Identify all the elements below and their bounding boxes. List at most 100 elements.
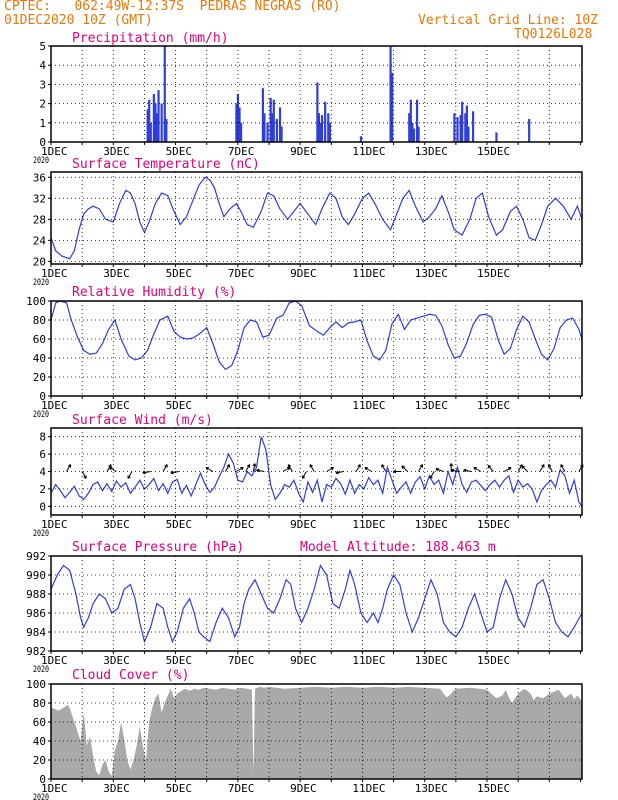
y-tick-label: 0 [39, 773, 46, 786]
precip-bar [235, 103, 238, 142]
precip-bar [459, 115, 462, 142]
precip-bar [453, 113, 456, 142]
wind-arrow [81, 471, 87, 479]
precip-bar [389, 46, 392, 142]
wind-arrow [162, 464, 168, 472]
x-tick-label: 11DEC [352, 145, 385, 158]
precip-bar [160, 103, 163, 142]
x-tick-label: 15DEC [477, 654, 510, 667]
y-tick-label: 36 [33, 171, 46, 184]
precip-bar [152, 94, 155, 142]
y-tick-label: 100 [26, 678, 46, 691]
wind-arrow [252, 463, 257, 472]
x-tick-label: 9DEC [290, 654, 317, 667]
wind-arrow [256, 468, 265, 473]
panel-6-title: Cloud Cover (%) [72, 668, 189, 683]
y-tick-label: 20 [33, 255, 46, 268]
x-tick-label: 9DEC [290, 399, 317, 412]
wind-arrow [127, 471, 133, 479]
x-tick-label: 15DEC [477, 782, 510, 795]
x-tick-year-fragment: 2020 [33, 529, 49, 539]
panel-5-frame [50, 555, 583, 652]
y-tick-label: 80 [33, 314, 46, 327]
y-tick-label: 20 [33, 754, 46, 767]
precip-bar [275, 118, 278, 142]
precip-bar [359, 136, 363, 142]
x-tick-label: 11DEC [352, 267, 385, 280]
series-line [50, 436, 583, 507]
panel-6-frame [50, 683, 583, 780]
x-tick-label: 7DEC [228, 399, 255, 412]
y-tick-label: 24 [33, 234, 47, 247]
header-model-code: TQ0126L028 [514, 27, 593, 42]
wind-arrow [578, 464, 584, 472]
precip-bar [471, 111, 475, 142]
x-tick-label: 15DEC [477, 267, 510, 280]
y-tick-label: 28 [33, 213, 46, 226]
wind-arrow [236, 467, 244, 472]
x-tick-label: 1DEC [41, 654, 68, 667]
y-tick-label: 3 [39, 78, 46, 91]
x-tick-label: 7DEC [228, 518, 255, 531]
precip-bar [280, 126, 283, 142]
x-tick-label: 7DEC [228, 782, 255, 795]
x-tick-label: 15DEC [477, 518, 510, 531]
wind-arrow [142, 470, 151, 475]
y-tick-label: 60 [33, 333, 46, 346]
panel-2-frame [50, 171, 583, 265]
wind-arrow [326, 467, 334, 472]
precip-bar [415, 99, 419, 142]
x-tick-label: 11DEC [352, 782, 385, 795]
precip-bar [456, 117, 459, 142]
x-tick-label: 3DEC [103, 399, 129, 412]
precip-bar [165, 118, 168, 142]
wind-arrow [245, 464, 251, 472]
x-tick-label: 3DEC [103, 267, 129, 280]
y-tick-label: 60 [33, 716, 46, 729]
x-tick-label: 15DEC [477, 399, 510, 412]
panel-4-title: Surface Wind (m/s) [72, 413, 213, 428]
header-grid-line-note: Vertical Grid Line: 10Z [418, 13, 599, 28]
wind-arrow [393, 469, 402, 474]
y-tick-label: 0 [39, 390, 46, 403]
x-tick-label: 3DEC [103, 654, 129, 667]
y-tick-label: 5 [39, 40, 46, 53]
y-tick-label: 984 [26, 626, 46, 639]
precip-bar [278, 107, 282, 142]
y-tick-label: 2 [39, 98, 46, 111]
x-tick-year-fragment: 2020 [33, 793, 49, 800]
x-tick-label: 5DEC [166, 782, 193, 795]
x-tick-label: 1DEC [41, 267, 68, 280]
panel-3-frame [50, 300, 583, 397]
x-tick-label: 5DEC [166, 654, 193, 667]
x-tick-label: 11DEC [352, 518, 385, 531]
precip-bar [391, 72, 394, 142]
cloud-cover-area [51, 686, 582, 779]
x-tick-label: 5DEC [166, 399, 193, 412]
x-tick-label: 7DEC [228, 145, 255, 158]
y-tick-label: 8 [39, 431, 46, 444]
series-line [50, 564, 583, 644]
wind-arrow [560, 464, 566, 472]
precip-bar [319, 122, 322, 142]
x-tick-label: 13DEC [415, 518, 448, 531]
y-tick-label: 0 [39, 136, 46, 149]
wind-arrow [381, 464, 387, 472]
y-tick-label: 988 [26, 588, 46, 601]
y-tick-label: 80 [33, 697, 46, 710]
x-tick-label: 5DEC [166, 145, 193, 158]
wind-arrow [335, 470, 344, 475]
y-tick-label: 100 [26, 295, 46, 308]
wind-arrow [205, 467, 214, 472]
precip-bar [324, 101, 327, 142]
precip-bar [269, 97, 272, 142]
precip-bar [316, 82, 319, 142]
wind-arrow [109, 467, 117, 472]
wind-arrow [473, 467, 482, 472]
x-tick-label: 13DEC [415, 399, 448, 412]
x-tick-label: 7DEC [228, 267, 255, 280]
wind-arrow [517, 464, 523, 472]
wind-arrow [435, 467, 444, 472]
precip-bar [464, 113, 467, 142]
